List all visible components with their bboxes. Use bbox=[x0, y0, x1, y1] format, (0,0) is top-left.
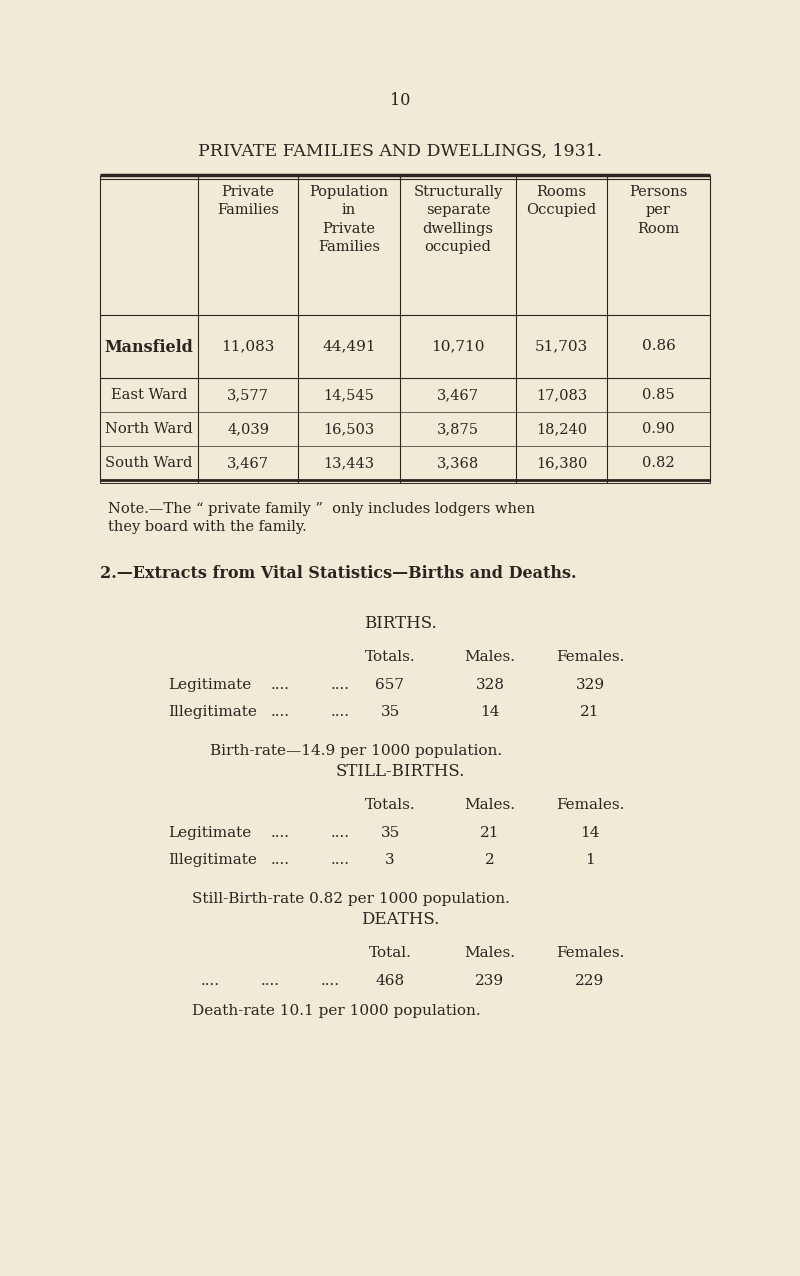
Text: DEATHS.: DEATHS. bbox=[361, 911, 439, 928]
Text: 10: 10 bbox=[390, 92, 410, 108]
Text: Males.: Males. bbox=[465, 946, 515, 960]
Text: 0.82: 0.82 bbox=[642, 457, 675, 470]
Text: Rooms
Occupied: Rooms Occupied bbox=[526, 185, 597, 217]
Text: Totals.: Totals. bbox=[365, 798, 415, 812]
Text: Males.: Males. bbox=[465, 798, 515, 812]
Text: 3,577: 3,577 bbox=[227, 388, 269, 402]
Text: 2.—Extracts from Vital Statistics—Births and Deaths.: 2.—Extracts from Vital Statistics—Births… bbox=[100, 565, 577, 582]
Text: 44,491: 44,491 bbox=[322, 339, 376, 353]
Text: 35: 35 bbox=[380, 826, 400, 840]
Text: Still-Birth-rate 0.82 per 1000 population.: Still-Birth-rate 0.82 per 1000 populatio… bbox=[192, 892, 510, 906]
Text: 16,503: 16,503 bbox=[323, 422, 374, 436]
Text: 10,710: 10,710 bbox=[431, 339, 485, 353]
Text: 14: 14 bbox=[580, 826, 600, 840]
Text: Males.: Males. bbox=[465, 649, 515, 664]
Text: Females.: Females. bbox=[556, 946, 624, 960]
Text: 11,083: 11,083 bbox=[222, 339, 274, 353]
Text: ....: .... bbox=[270, 678, 290, 692]
Text: Legitimate: Legitimate bbox=[168, 826, 251, 840]
Text: 21: 21 bbox=[580, 706, 600, 718]
Text: 229: 229 bbox=[575, 974, 605, 988]
Text: 16,380: 16,380 bbox=[536, 457, 587, 470]
Text: 14,545: 14,545 bbox=[323, 388, 374, 402]
Text: Persons
per
Room: Persons per Room bbox=[630, 185, 688, 236]
Text: 657: 657 bbox=[375, 678, 405, 692]
Text: South Ward: South Ward bbox=[106, 457, 193, 470]
Text: STILL-BIRTHS.: STILL-BIRTHS. bbox=[335, 763, 465, 780]
Text: 3,467: 3,467 bbox=[437, 388, 479, 402]
Text: Females.: Females. bbox=[556, 798, 624, 812]
Text: ....: .... bbox=[330, 706, 350, 718]
Text: 0.86: 0.86 bbox=[642, 339, 675, 353]
Text: 329: 329 bbox=[575, 678, 605, 692]
Text: ....: .... bbox=[321, 974, 339, 988]
Text: Structurally
separate
dwellings
occupied: Structurally separate dwellings occupied bbox=[414, 185, 502, 254]
Text: Mansfield: Mansfield bbox=[105, 339, 194, 356]
Text: 35: 35 bbox=[380, 706, 400, 718]
Text: 14: 14 bbox=[480, 706, 500, 718]
Text: Birth-rate—14.9 per 1000 population.: Birth-rate—14.9 per 1000 population. bbox=[210, 744, 502, 758]
Text: Note.—The “ private family ”  only includes lodgers when
they board with the fam: Note.—The “ private family ” only includ… bbox=[108, 501, 535, 535]
Text: ....: .... bbox=[270, 826, 290, 840]
Text: East Ward: East Ward bbox=[111, 388, 187, 402]
Text: ....: .... bbox=[330, 678, 350, 692]
Text: ....: .... bbox=[330, 852, 350, 866]
Text: 51,703: 51,703 bbox=[535, 339, 588, 353]
Text: 0.85: 0.85 bbox=[642, 388, 675, 402]
Text: 3,368: 3,368 bbox=[437, 457, 479, 470]
Text: 4,039: 4,039 bbox=[227, 422, 269, 436]
Text: 328: 328 bbox=[475, 678, 505, 692]
Text: Illegitimate: Illegitimate bbox=[168, 852, 257, 866]
Text: PRIVATE FAMILIES AND DWELLINGS, 1931.: PRIVATE FAMILIES AND DWELLINGS, 1931. bbox=[198, 143, 602, 160]
Text: ....: .... bbox=[330, 826, 350, 840]
Text: 0.90: 0.90 bbox=[642, 422, 675, 436]
Text: Illegitimate: Illegitimate bbox=[168, 706, 257, 718]
Text: Legitimate: Legitimate bbox=[168, 678, 251, 692]
Text: Death-rate 10.1 per 1000 population.: Death-rate 10.1 per 1000 population. bbox=[192, 1004, 481, 1018]
Text: ....: .... bbox=[201, 974, 219, 988]
Text: North Ward: North Ward bbox=[105, 422, 193, 436]
Text: Totals.: Totals. bbox=[365, 649, 415, 664]
Text: 2: 2 bbox=[485, 852, 495, 866]
Text: 21: 21 bbox=[480, 826, 500, 840]
Text: 3,467: 3,467 bbox=[227, 457, 269, 470]
Text: Population
in
Private
Families: Population in Private Families bbox=[310, 185, 389, 254]
Text: Private
Families: Private Families bbox=[217, 185, 279, 217]
Text: 18,240: 18,240 bbox=[536, 422, 587, 436]
Text: 239: 239 bbox=[475, 974, 505, 988]
Text: ....: .... bbox=[270, 852, 290, 866]
Text: 1: 1 bbox=[585, 852, 595, 866]
Text: 17,083: 17,083 bbox=[536, 388, 587, 402]
Text: BIRTHS.: BIRTHS. bbox=[364, 615, 436, 632]
Text: 13,443: 13,443 bbox=[323, 457, 374, 470]
Text: 3,875: 3,875 bbox=[437, 422, 479, 436]
Text: ....: .... bbox=[261, 974, 279, 988]
Text: 468: 468 bbox=[375, 974, 405, 988]
Text: ....: .... bbox=[270, 706, 290, 718]
Text: Females.: Females. bbox=[556, 649, 624, 664]
Text: Total.: Total. bbox=[369, 946, 411, 960]
Text: 3: 3 bbox=[385, 852, 395, 866]
